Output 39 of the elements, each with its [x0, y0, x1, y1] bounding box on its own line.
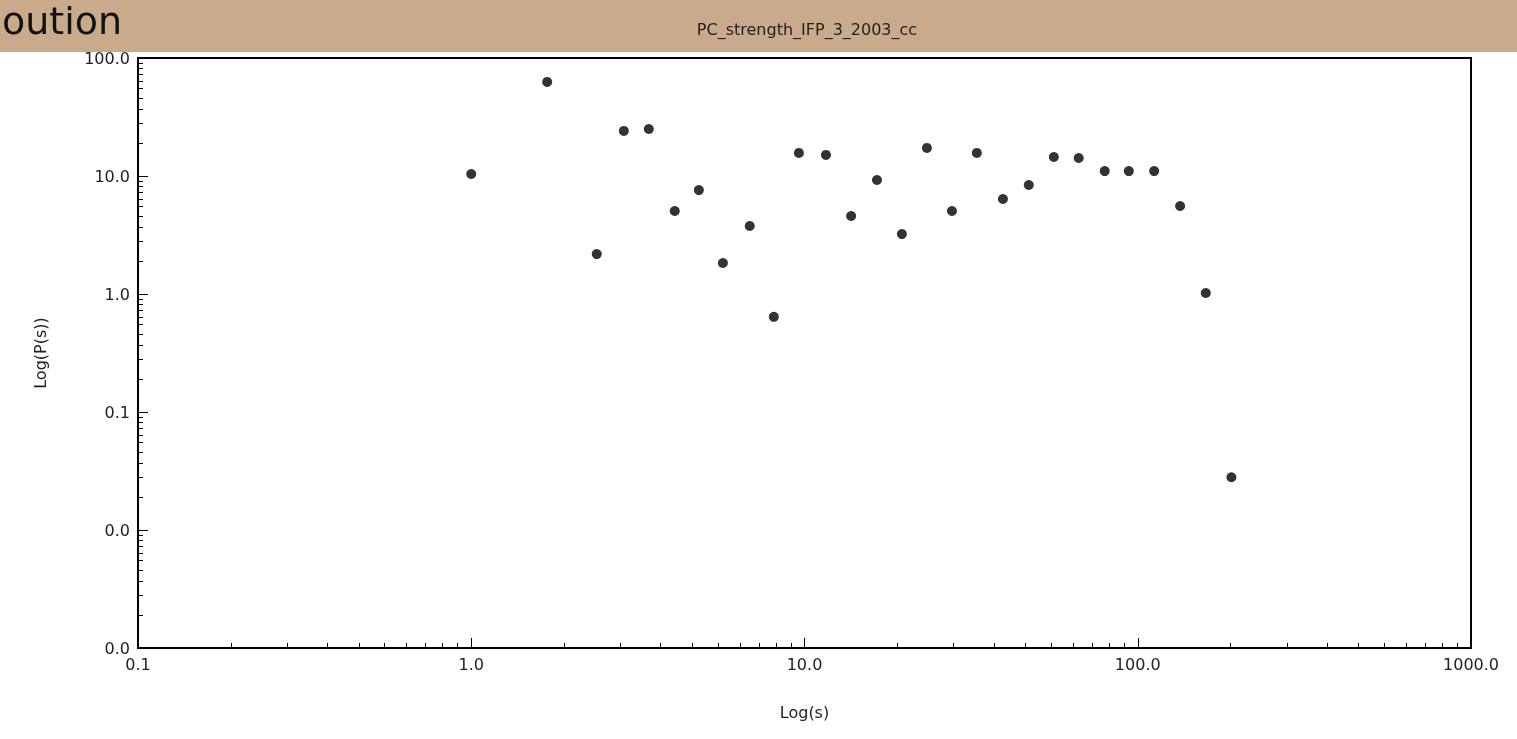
point	[1123, 166, 1134, 177]
point	[744, 220, 755, 231]
point	[1073, 153, 1084, 164]
point	[768, 311, 779, 322]
y-axis-title: Log(P(s))	[30, 317, 50, 389]
point	[643, 124, 654, 135]
point	[669, 206, 680, 217]
point	[971, 147, 982, 158]
point	[1099, 166, 1110, 177]
x-tick-label: 10.0	[786, 654, 823, 674]
point	[1175, 200, 1186, 211]
chart-title: PC_strength_IFP_3_2003_cc	[696, 19, 918, 40]
point	[793, 147, 804, 158]
x-tick-label: 100.0	[1114, 654, 1161, 674]
point	[591, 249, 602, 260]
point	[896, 229, 907, 240]
point	[921, 142, 932, 153]
y-tick-label: 0.0	[104, 520, 130, 540]
point	[820, 149, 831, 160]
point	[1023, 180, 1034, 190]
point	[618, 125, 629, 136]
point	[846, 211, 857, 222]
point	[1149, 166, 1160, 177]
point	[693, 185, 704, 196]
point	[946, 206, 957, 217]
x-tick-label: 1.0	[458, 654, 484, 674]
point	[997, 194, 1008, 205]
text: oution	[2, 0, 123, 43]
y-tick-label: 0.1	[104, 402, 130, 422]
point	[1226, 472, 1237, 483]
point	[717, 258, 728, 269]
point	[1048, 151, 1059, 162]
y-tick-label: 100.0	[84, 48, 130, 68]
y-tick-label: 1.0	[104, 284, 130, 304]
point	[871, 175, 882, 185]
point	[1200, 287, 1211, 298]
y-tick-label: 10.0	[94, 166, 130, 186]
x-tick-label: 1000.0	[1443, 654, 1499, 674]
x-axis-title: Log(s)	[779, 702, 830, 722]
